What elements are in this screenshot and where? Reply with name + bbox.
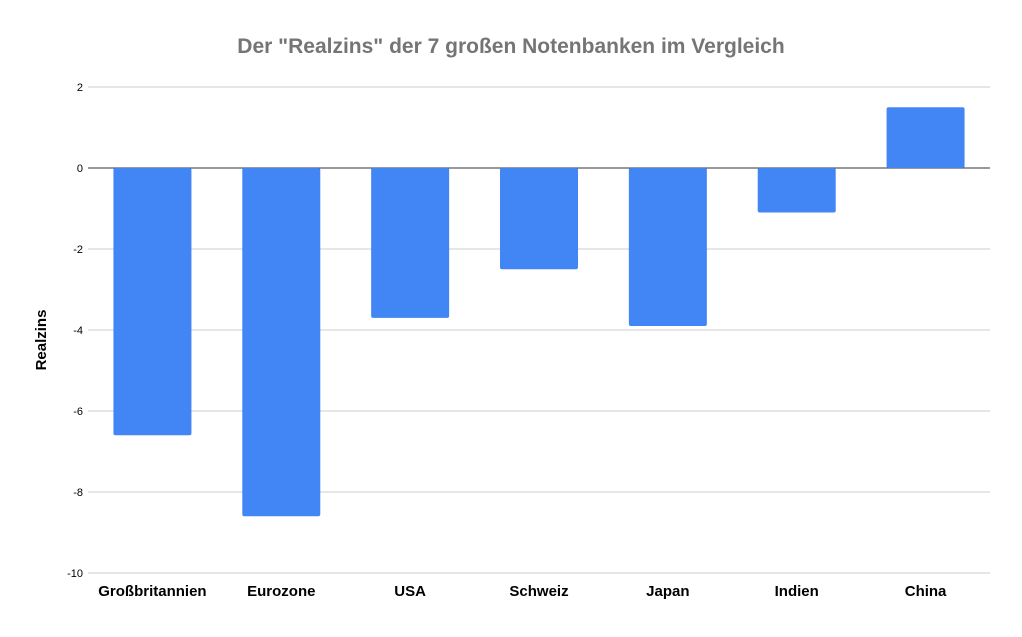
bar-china <box>886 107 965 168</box>
x-tick-label: Schweiz <box>509 583 568 600</box>
bar-eurozone <box>242 168 321 517</box>
bar-indien <box>757 168 836 213</box>
bar-schweiz <box>500 168 578 270</box>
bar-großbritannien <box>113 168 192 436</box>
bar-japan <box>628 168 707 326</box>
x-tick-label: Großbritannien <box>98 583 206 600</box>
y-axis-label: Realzins <box>33 310 50 371</box>
x-tick-label: Indien <box>775 583 819 600</box>
x-tick-label: China <box>905 583 947 600</box>
y-tick-label: -10 <box>67 568 83 580</box>
y-tick-label: 0 <box>77 163 83 175</box>
y-tick-label: -2 <box>73 244 83 256</box>
x-tick-label: USA <box>394 583 426 600</box>
y-tick-label: -6 <box>73 406 83 418</box>
x-tick-label: Eurozone <box>247 583 315 600</box>
bar-usa <box>371 168 450 318</box>
x-tick-label: Japan <box>646 583 689 600</box>
y-tick-label: -8 <box>73 487 83 499</box>
chart-title: Der "Realzins" der 7 großen Notenbanken … <box>237 35 784 58</box>
y-tick-label: 2 <box>77 82 83 94</box>
y-tick-label: -4 <box>73 325 83 337</box>
